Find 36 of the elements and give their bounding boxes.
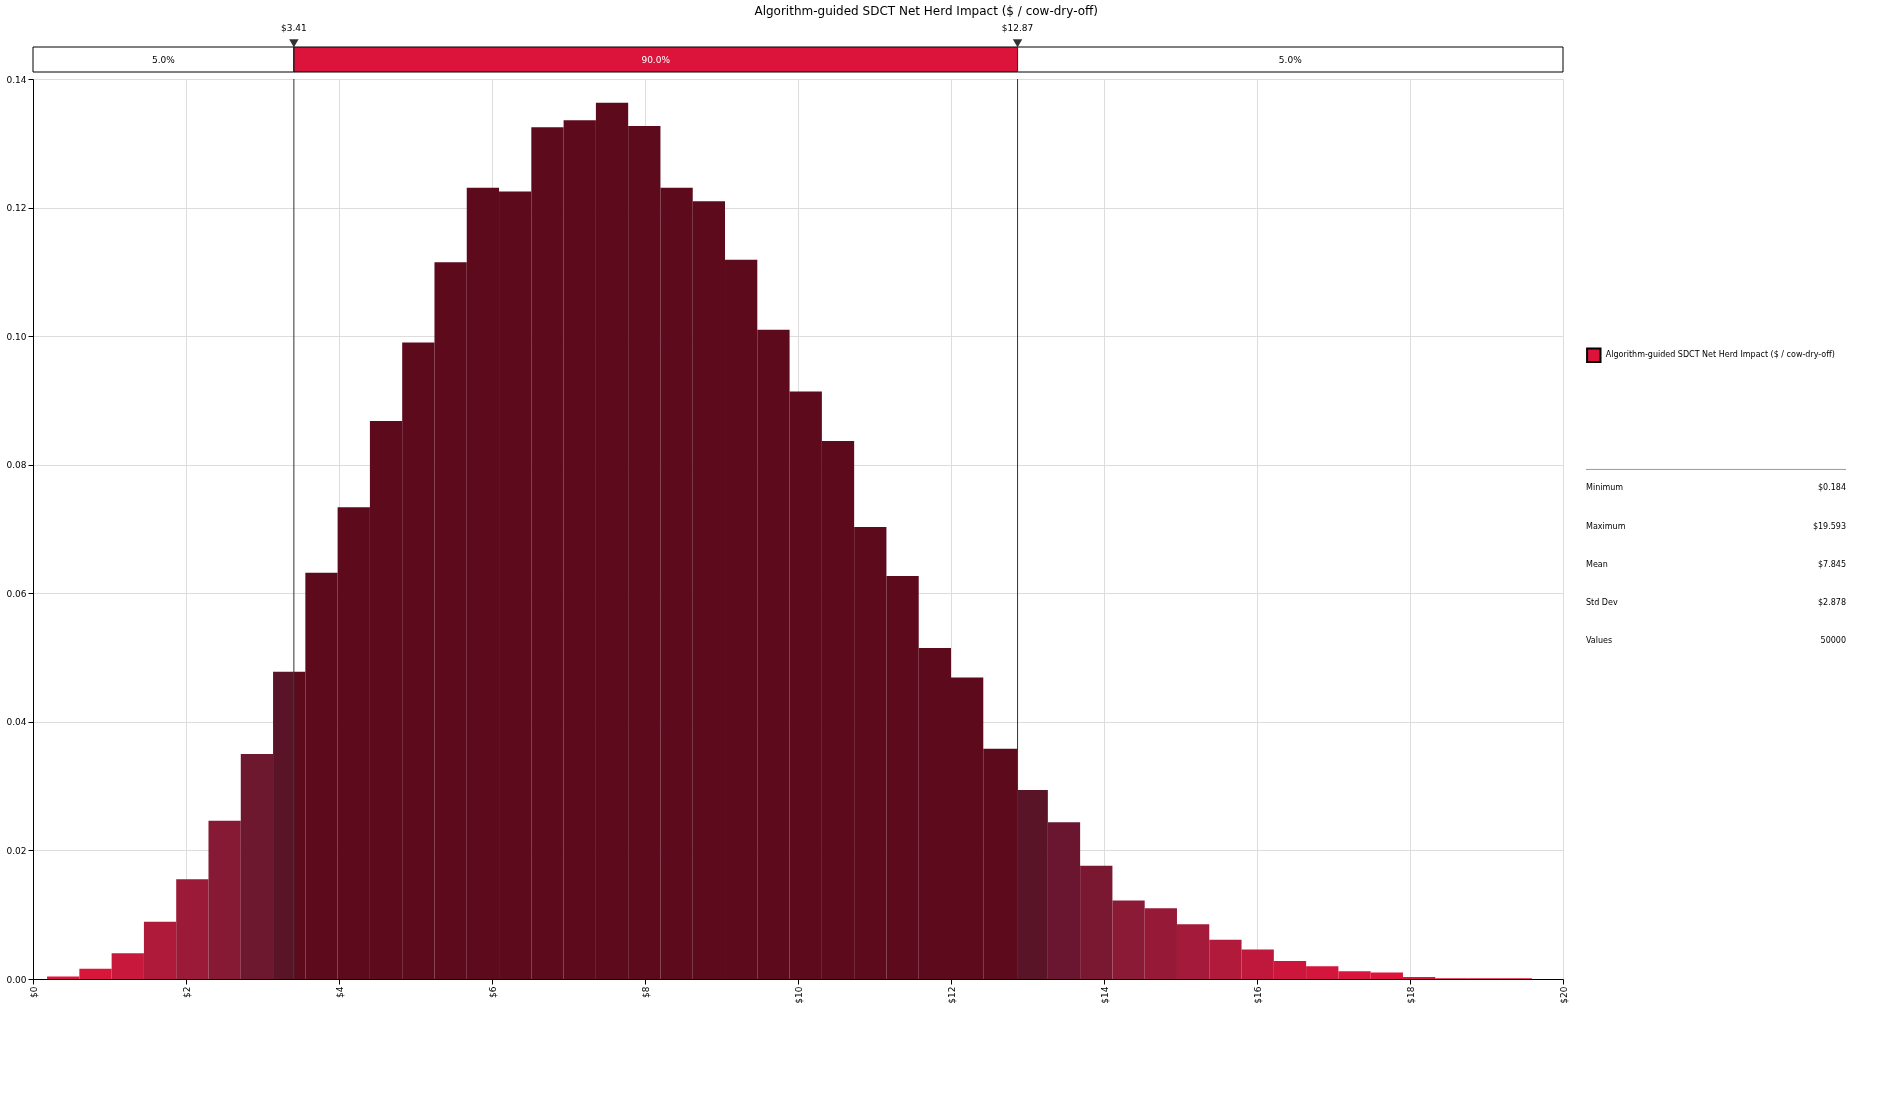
chart-title: Algorithm-guided SDCT Net Herd Impact ($ / cow-dry-off) <box>754 4 1099 18</box>
ref-line-label: $3.41 <box>280 23 307 33</box>
text: Values <box>1586 635 1613 645</box>
text: $0.184 <box>1818 483 1846 493</box>
text: $2.878 <box>1818 597 1846 607</box>
x-tick-label: $6 <box>487 986 498 998</box>
text: Std Dev <box>1586 597 1618 607</box>
text: 90.0% <box>641 54 671 65</box>
text: Minimum <box>1586 483 1624 493</box>
text: $7.845 <box>1818 559 1846 569</box>
y-tick-label: 0.12 <box>6 203 27 214</box>
y-tick-label: 0.00 <box>6 974 27 985</box>
x-tick-label: $18 <box>1405 986 1416 1004</box>
y-tick-label: 0.14 <box>6 74 27 85</box>
text: $19.593 <box>1812 521 1846 531</box>
x-tick-label: $8 <box>640 986 651 998</box>
y-tick-label: 0.04 <box>6 717 27 728</box>
y-tick-label: 0.06 <box>6 588 27 599</box>
x-tick-label: $0 <box>28 986 39 998</box>
y-tick-label: 0.02 <box>6 845 27 856</box>
text: 5.0% <box>1278 54 1303 65</box>
text: 50000 <box>1820 635 1846 645</box>
y-tick-label: 0.10 <box>6 331 27 342</box>
x-tick-label: $10 <box>793 986 804 1004</box>
text: 5.0% <box>151 54 176 65</box>
x-tick-label: $4 <box>334 986 345 998</box>
x-tick-label: $2 <box>181 986 192 998</box>
x-tick-label: $16 <box>1252 986 1263 1004</box>
text: Mean <box>1586 559 1608 569</box>
x-tick-label: $12 <box>946 986 957 1004</box>
ref-line-label: $12.87 <box>1001 23 1034 33</box>
x-tick-label: $14 <box>1099 986 1110 1004</box>
legend-label: Algorithm-guided SDCT Net Herd Impact ($ / cow-dry-off) <box>1605 350 1835 360</box>
x-tick-label: $20 <box>1558 986 1569 1004</box>
text: Maximum <box>1586 521 1626 531</box>
y-tick-label: 0.08 <box>6 460 27 471</box>
